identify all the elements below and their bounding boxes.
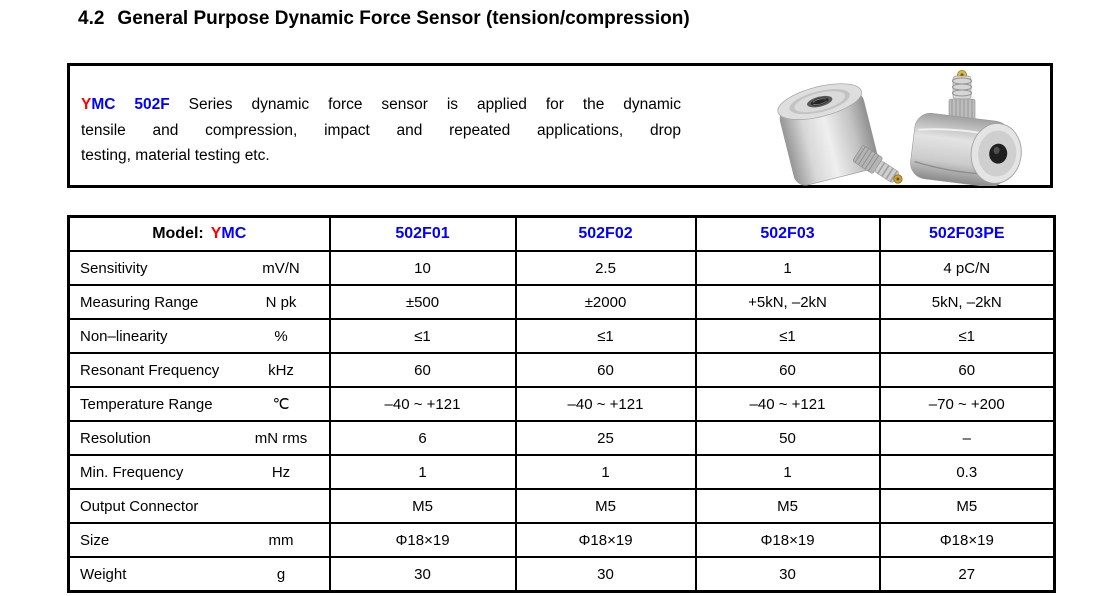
table-row-temperature-range: Temperature Range ℃ –40 ~ +121 –40 ~ +121… <box>67 386 1056 422</box>
table-row-weight: Weight g 30 30 30 27 <box>67 556 1056 593</box>
spec-label: Temperature Range <box>80 395 213 413</box>
intro-line-3: testing, material testing etc. <box>81 147 270 164</box>
spec-value: 50 <box>694 420 881 456</box>
brand-letter-y: Y <box>81 96 92 113</box>
table-row-resolution: Resolution mN rms 6 25 50 – <box>67 420 1056 456</box>
spec-unit: kHz <box>268 361 294 379</box>
spec-label: Measuring Range <box>80 293 199 311</box>
spec-value: 60 <box>694 352 881 388</box>
spec-label: Output Connector <box>80 497 199 515</box>
spec-value: 60 <box>514 352 697 388</box>
spec-label: Resonant Frequency <box>80 361 220 379</box>
spec-value: M5 <box>328 488 517 524</box>
spec-value: 25 <box>514 420 697 456</box>
spec-value: 27 <box>878 556 1056 593</box>
spec-value: ±2000 <box>514 284 697 320</box>
spec-value: ≤1 <box>878 318 1056 354</box>
spec-unit: mN rms <box>254 429 308 447</box>
spec-value: M5 <box>878 488 1056 524</box>
right-sensor-illustration <box>910 70 1022 186</box>
spec-value: ≤1 <box>514 318 697 354</box>
spec-value: –70 ~ +200 <box>878 386 1056 422</box>
spec-value: 1 <box>694 454 881 490</box>
spec-unit: ℃ <box>272 396 290 413</box>
intro-line-1: YMC 502F Series dynamic force sensor is … <box>81 92 681 118</box>
model-label: Model: <box>152 225 204 242</box>
spec-label: Weight <box>80 565 127 583</box>
spec-value: Φ18×19 <box>878 522 1056 558</box>
spec-unit: N pk <box>265 293 297 311</box>
spec-value: – <box>878 420 1056 456</box>
spec-value: 60 <box>878 352 1056 388</box>
spec-value: ±500 <box>328 284 517 320</box>
spec-value: 1 <box>328 454 517 490</box>
left-sensor-illustration <box>777 83 903 186</box>
spec-unit: mm <box>268 531 294 549</box>
spec-value: 0.3 <box>878 454 1056 490</box>
intro-box: YMC 502F Series dynamic force sensor is … <box>67 63 1053 188</box>
spec-label: Sensitivity <box>80 259 148 277</box>
table-row-measuring-range: Measuring Range N pk ±500 ±2000 +5kN, –2k… <box>67 284 1056 320</box>
spec-label: Non–linearity <box>80 327 168 345</box>
column-header-502F02: 502F02 <box>514 215 697 252</box>
table-row-non-linearity: Non–linearity% ≤1 ≤1 ≤1 ≤1 <box>67 318 1056 354</box>
column-header-502F01: 502F01 <box>328 215 517 252</box>
column-header-502F03: 502F03 <box>694 215 881 252</box>
spec-value: 30 <box>514 556 697 593</box>
spec-value: M5 <box>694 488 881 524</box>
spec-unit: % <box>274 327 288 345</box>
product-photo-sensors <box>777 70 1022 186</box>
table-row-resonant-frequency: Resonant Frequency kHz 60 60 60 60 <box>67 352 1056 388</box>
spec-value: 5kN, –2kN <box>878 284 1056 320</box>
spec-table: Model: YMC 502F01 502F02 502F03 502F03PE … <box>67 215 1056 593</box>
spec-value: +5kN, –2kN <box>694 284 881 320</box>
brand-letters-mc: MC <box>221 225 247 242</box>
page-title: 4.2 General Purpose Dynamic Force Sensor … <box>78 8 690 30</box>
table-row-sensitivity: Sensitivity mV/N 10 2.5 1 4 pC/N <box>67 250 1056 286</box>
intro-line-1-text: Series dynamic force sensor is applied f… <box>188 96 681 113</box>
spec-value: 6 <box>328 420 517 456</box>
spec-value: Φ18×19 <box>328 522 517 558</box>
column-header-502F03PE: 502F03PE <box>878 215 1056 252</box>
spec-label: Size <box>80 531 110 549</box>
spec-value: 2.5 <box>514 250 697 286</box>
spec-unit: g <box>276 565 286 583</box>
spec-value: Φ18×19 <box>694 522 881 558</box>
spec-value: 4 pC/N <box>878 250 1056 286</box>
spec-value: 1 <box>514 454 697 490</box>
spec-value: –40 ~ +121 <box>328 386 517 422</box>
intro-line-2: tensile and compression, impact and repe… <box>81 121 681 139</box>
spec-unit: mV/N <box>262 259 300 277</box>
intro-paragraph: YMC 502F Series dynamic force sensor is … <box>81 92 681 169</box>
spec-value: 10 <box>328 250 517 286</box>
table-row-min-frequency: Min. Frequency Hz 1 1 1 0.3 <box>67 454 1056 490</box>
spec-value: Φ18×19 <box>514 522 697 558</box>
brand-letters-mc: MC <box>91 96 116 113</box>
spec-value: –40 ~ +121 <box>694 386 881 422</box>
spec-value: 30 <box>328 556 517 593</box>
spec-value: 30 <box>694 556 881 593</box>
spec-value: –40 ~ +121 <box>514 386 697 422</box>
spec-value: 1 <box>694 250 881 286</box>
section-number: 4.2 <box>78 8 105 29</box>
table-row-output-connector: Output Connector M5 M5 M5 M5 <box>67 488 1056 524</box>
table-header-model: Model: YMC <box>67 215 331 252</box>
spec-label: Resolution <box>80 429 151 447</box>
spec-value: ≤1 <box>694 318 881 354</box>
spec-value: ≤1 <box>328 318 517 354</box>
table-header-row: Model: YMC 502F01 502F02 502F03 502F03PE <box>67 215 1056 252</box>
section-title: General Purpose Dynamic Force Sensor (te… <box>117 8 690 29</box>
spec-unit: Hz <box>271 463 291 481</box>
brand-letter-y: Y <box>210 225 222 242</box>
spec-value: M5 <box>514 488 697 524</box>
model-series-code: 502F <box>134 96 170 113</box>
spec-value: 60 <box>328 352 517 388</box>
spec-label: Min. Frequency <box>80 463 184 481</box>
table-row-size: Size mm Φ18×19 Φ18×19 Φ18×19 Φ18×19 <box>67 522 1056 558</box>
